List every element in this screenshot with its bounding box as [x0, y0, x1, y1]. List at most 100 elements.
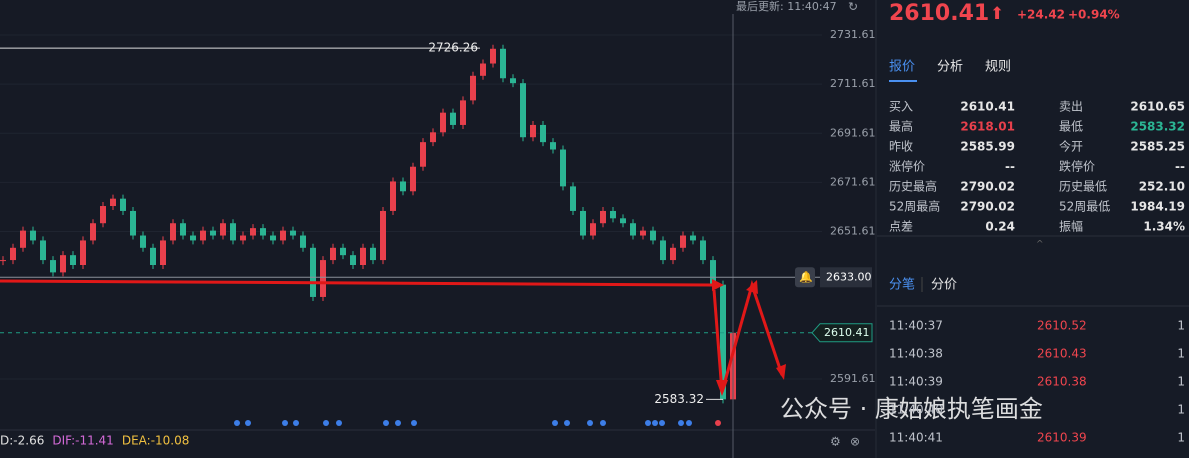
quote-value: --	[1005, 160, 1015, 174]
settings-icon[interactable]: ⚙	[830, 435, 841, 449]
last-update: 最后更新: 11:40:47	[736, 0, 837, 13]
candle	[660, 240, 666, 261]
candle	[200, 230, 206, 241]
candle	[490, 48, 496, 64]
quote-value: 0.24	[985, 220, 1015, 234]
signal-dot	[383, 420, 389, 426]
trade-tab[interactable]: 分价	[931, 278, 957, 293]
signal-dot	[336, 420, 342, 426]
refresh-icon[interactable]: ↻	[848, 0, 858, 14]
candle	[330, 247, 336, 261]
candle	[680, 235, 686, 248]
up-arrow: ⬆	[990, 4, 1004, 24]
candle	[390, 181, 396, 211]
candle	[540, 124, 546, 143]
candle	[130, 210, 136, 236]
quote-label: 买入	[889, 100, 913, 114]
alert-bell: 🔔	[799, 270, 813, 283]
price-label: 2610.41	[824, 326, 870, 339]
quote-label: 昨收	[889, 140, 913, 154]
y-tick-label: 2651.61	[830, 225, 876, 238]
trade-time: 11:40:38	[889, 347, 943, 361]
signal-dot	[659, 420, 665, 426]
trade-volume: 1	[1177, 347, 1185, 361]
tab[interactable]: 规则	[985, 60, 1011, 75]
tab[interactable]: 报价	[889, 60, 915, 75]
quote-value: 2585.25	[1130, 140, 1185, 154]
quote-value: 1.34%	[1143, 220, 1185, 234]
y-tick-label: 2591.61	[830, 372, 876, 385]
tab-underline	[889, 80, 917, 82]
candle	[210, 230, 216, 236]
collapse-icon[interactable]: ^	[1036, 240, 1044, 250]
candle	[120, 198, 126, 211]
drawn-arrows	[0, 279, 786, 396]
trade-price: 2610.38	[1037, 375, 1087, 389]
signal-dot	[678, 420, 684, 426]
candle	[260, 228, 266, 236]
candle	[310, 247, 316, 297]
y-tick-label: 2691.61	[830, 126, 876, 139]
candle	[630, 223, 636, 236]
close-icon[interactable]: ⊗	[850, 435, 860, 449]
y-tick-label: 2671.61	[830, 175, 876, 188]
quote-value: 2618.01	[960, 120, 1015, 134]
quote-label: 最高	[889, 119, 913, 134]
candle	[610, 210, 616, 219]
candle	[380, 210, 386, 261]
candle	[430, 132, 436, 143]
candle	[280, 230, 286, 241]
candle	[450, 112, 456, 125]
tab[interactable]: 分析	[937, 60, 963, 75]
candle	[240, 235, 246, 241]
candle	[580, 210, 586, 236]
candle	[700, 240, 706, 261]
candle	[670, 247, 676, 261]
signal-dot	[293, 420, 299, 426]
candle	[70, 255, 76, 266]
price: 2610.41	[889, 1, 989, 26]
quote-value: 2790.02	[960, 200, 1015, 214]
signal-dot	[564, 420, 570, 426]
signal-dot	[323, 420, 329, 426]
candle	[440, 112, 446, 133]
change-pct: +0.94%	[1068, 8, 1120, 22]
candle	[160, 240, 166, 266]
alert-label-bg	[820, 267, 872, 288]
candle	[90, 223, 96, 241]
candle	[470, 75, 476, 101]
trade-time: 11:40:37	[889, 319, 943, 333]
candle	[100, 206, 106, 224]
quote-value: 1984.19	[1130, 200, 1185, 214]
low-label: 2583.32	[654, 392, 704, 406]
candle	[170, 223, 176, 241]
candle	[250, 228, 256, 236]
candle	[410, 166, 416, 192]
candle	[480, 63, 486, 76]
candle	[370, 247, 376, 261]
candle	[0, 260, 6, 262]
candle	[40, 240, 46, 261]
trade-volume: 1	[1177, 375, 1185, 389]
indicator: D:-2.66	[0, 434, 44, 448]
candle	[550, 142, 556, 150]
candle	[300, 235, 306, 248]
trade-tab[interactable]: 分笔	[889, 277, 915, 293]
signal-dot	[587, 420, 593, 426]
quote-label: 历史最高	[889, 179, 937, 194]
change: +24.42	[1017, 8, 1065, 22]
quote-label: 52周最高	[889, 199, 940, 214]
candle	[510, 78, 516, 84]
candle	[590, 223, 596, 236]
signal-dot	[715, 420, 721, 426]
trade-time: 11:40:39	[889, 375, 943, 389]
alert-label: 2633.00	[826, 270, 872, 283]
signal-dot	[234, 420, 240, 426]
quote-label: 跌停价	[1059, 159, 1095, 174]
indicator: DIF:-11.41	[52, 434, 113, 448]
quote-value: 2585.99	[960, 140, 1015, 154]
price-tag	[811, 323, 873, 343]
watermark: 公众号 · 康姑娘执笔画金	[780, 395, 1043, 423]
trade-price: 2610.52	[1037, 319, 1087, 333]
